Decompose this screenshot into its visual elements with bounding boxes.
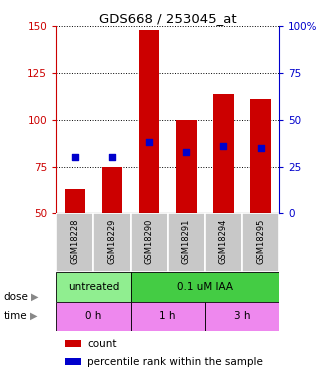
Bar (131, 213, 168, 272)
Bar (56, 272, 131, 302)
Text: 1 h: 1 h (160, 311, 176, 321)
Point (184, 148, 189, 154)
Text: time: time (3, 311, 27, 321)
Text: dose: dose (3, 292, 28, 302)
Text: GSM18291: GSM18291 (182, 219, 191, 264)
Bar (213, 94, 234, 213)
Bar (102, 166, 122, 213)
Bar (56, 302, 131, 331)
Bar (176, 120, 196, 213)
Text: untreated: untreated (68, 282, 119, 292)
Text: ▶: ▶ (30, 311, 37, 321)
Point (72, 154, 77, 160)
Point (147, 140, 152, 146)
Bar (168, 213, 205, 272)
Text: GSM18290: GSM18290 (145, 219, 154, 264)
Point (258, 145, 263, 151)
Text: 3 h: 3 h (234, 311, 250, 321)
Title: GDS668 / 253045_at: GDS668 / 253045_at (99, 12, 237, 25)
Text: count: count (87, 339, 117, 349)
Text: GSM18228: GSM18228 (70, 219, 79, 264)
Bar (131, 302, 205, 331)
Bar (250, 99, 271, 213)
Text: GSM18229: GSM18229 (108, 219, 117, 264)
Bar (139, 30, 159, 213)
Text: GSM18295: GSM18295 (256, 219, 265, 264)
Bar (242, 213, 279, 272)
Text: GSM18294: GSM18294 (219, 219, 228, 264)
Text: 0.1 uM IAA: 0.1 uM IAA (177, 282, 233, 292)
Bar (65, 340, 81, 347)
Bar (65, 189, 85, 213)
Text: ▶: ▶ (30, 292, 38, 302)
Text: 0 h: 0 h (85, 311, 101, 321)
Bar (65, 358, 81, 365)
Text: percentile rank within the sample: percentile rank within the sample (87, 357, 263, 367)
Bar (131, 272, 279, 302)
Bar (56, 213, 93, 272)
Bar (205, 213, 242, 272)
Point (109, 154, 115, 160)
Bar (205, 302, 279, 331)
Bar (93, 213, 131, 272)
Point (221, 143, 226, 149)
